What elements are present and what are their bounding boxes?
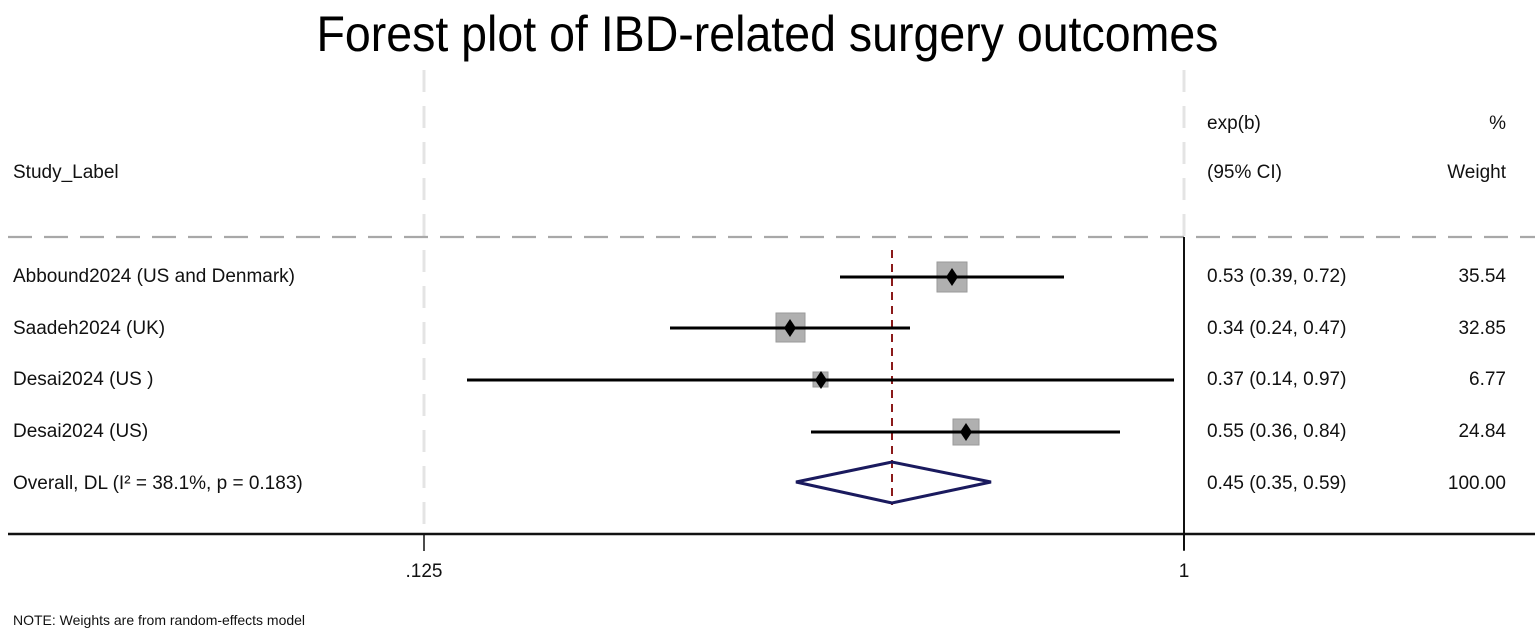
study-weight: 24.84 <box>1458 421 1506 442</box>
study-row-4-marker <box>811 418 1120 446</box>
study-ci-text: 0.53 (0.39, 0.72) <box>1207 266 1347 287</box>
overall-label: Overall, DL (I² = 38.1%, p = 0.183) <box>13 473 303 494</box>
study-row-3-marker <box>467 371 1174 389</box>
study-weight: 35.54 <box>1458 266 1506 287</box>
study-label: Desai2024 (US ) <box>13 369 154 390</box>
study-label: Abbound2024 (US and Denmark) <box>13 266 296 287</box>
x-tick-label-1: 1 <box>1178 561 1190 582</box>
overall-diamond <box>795 460 992 505</box>
study-label: Saadeh2024 (UK) <box>13 318 166 339</box>
chart-title: Forest plot of IBD-related surgery outco… <box>316 6 1219 62</box>
study-weight: 32.85 <box>1458 318 1506 339</box>
header-study-label: Study_Label <box>13 162 119 183</box>
header-effect-line2: (95% CI) <box>1207 162 1282 183</box>
x-tick-label-0125: .125 <box>405 561 443 582</box>
study-weight: 6.77 <box>1469 369 1506 390</box>
study-row-2-marker <box>670 312 910 343</box>
study-ci-text: 0.37 (0.14, 0.97) <box>1207 369 1347 390</box>
footnote: NOTE: Weights are from random-effects mo… <box>13 612 306 628</box>
header-effect-line1: exp(b) <box>1207 113 1261 134</box>
overall-weight: 100.00 <box>1447 473 1506 494</box>
study-ci-text: 0.34 (0.24, 0.47) <box>1207 318 1347 339</box>
study-label: Desai2024 (US) <box>13 421 149 442</box>
header-weight-line1: % <box>1489 113 1506 134</box>
study-row-1-marker <box>840 261 1064 293</box>
study-ci-text: 0.55 (0.36, 0.84) <box>1207 421 1347 442</box>
header-weight-line2: Weight <box>1447 162 1506 183</box>
overall-ci-text: 0.45 (0.35, 0.59) <box>1207 473 1347 494</box>
